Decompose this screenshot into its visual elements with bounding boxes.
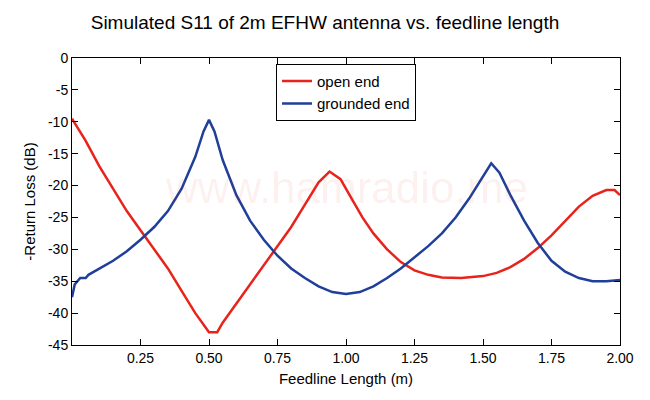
svg-text:-25: -25 — [48, 209, 68, 225]
svg-text:0.25: 0.25 — [127, 350, 154, 366]
svg-text:2.00: 2.00 — [606, 350, 633, 366]
svg-text:Simulated S11 of 2m EFHW anten: Simulated S11 of 2m EFHW antenna vs. fee… — [91, 12, 560, 33]
svg-text:-15: -15 — [48, 146, 68, 162]
svg-text:0.75: 0.75 — [264, 350, 291, 366]
svg-text:open end: open end — [317, 73, 380, 90]
svg-text:1.00: 1.00 — [332, 350, 359, 366]
svg-text:www.hamradio.me: www.hamradio.me — [165, 163, 528, 212]
svg-text:1.75: 1.75 — [538, 350, 565, 366]
svg-text:-Return Loss (dB): -Return Loss (dB) — [21, 142, 38, 260]
svg-text:0: 0 — [60, 50, 68, 66]
svg-text:grounded end: grounded end — [317, 95, 410, 112]
svg-text:-45: -45 — [48, 337, 68, 353]
svg-text:Feedline Length (m): Feedline Length (m) — [279, 370, 413, 387]
svg-text:1.25: 1.25 — [401, 350, 428, 366]
svg-text:1.50: 1.50 — [469, 350, 496, 366]
svg-text:0.50: 0.50 — [195, 350, 222, 366]
svg-text:-20: -20 — [48, 177, 68, 193]
svg-text:-40: -40 — [48, 305, 68, 321]
svg-text:-5: -5 — [56, 82, 69, 98]
svg-text:-10: -10 — [48, 114, 68, 130]
svg-text:-30: -30 — [48, 241, 68, 257]
svg-text:-35: -35 — [48, 273, 68, 289]
